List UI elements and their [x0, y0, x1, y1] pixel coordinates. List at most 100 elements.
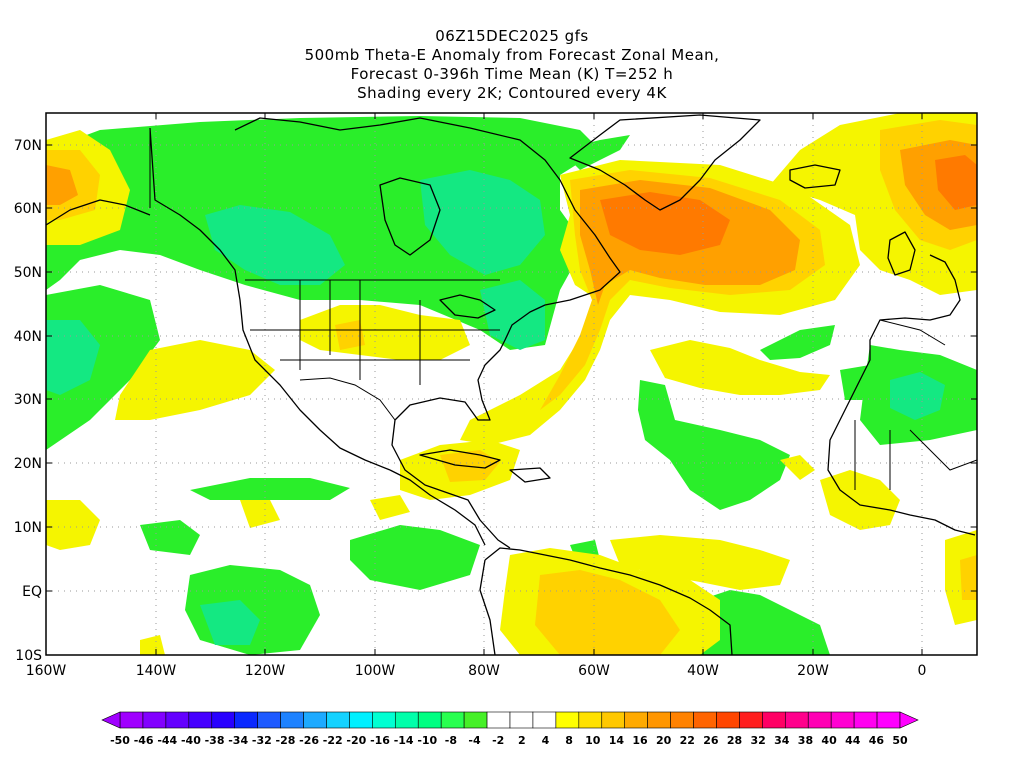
- colorbar-label: -8: [445, 734, 457, 747]
- colorbar-swatch: [440, 711, 465, 729]
- lon-label: 160W: [26, 663, 67, 679]
- colorbar-label: -28: [276, 734, 296, 747]
- lon-label: 120W: [245, 663, 286, 679]
- colorbar-label: -44: [157, 734, 177, 747]
- lat-label: 10S: [15, 648, 42, 664]
- colorbar-swatch: [303, 711, 327, 729]
- colorbar-label: 28: [727, 734, 742, 747]
- colorbar-label: 26: [703, 734, 719, 747]
- colorbar-label: -50: [110, 734, 130, 747]
- colorbar-label: -16: [370, 734, 390, 747]
- colorbar-swatch: [762, 711, 786, 729]
- colorbar-label: 16: [632, 734, 648, 747]
- colorbar: [101, 711, 919, 729]
- colorbar-swatch: [394, 711, 419, 729]
- lat-lon-gridlines: [46, 113, 977, 655]
- colorbar-swatch: [142, 711, 167, 729]
- colorbar-swatch: [234, 711, 258, 729]
- colorbar-label: -14: [394, 734, 414, 747]
- lat-label: 30N: [14, 392, 42, 408]
- colorbar-swatch: [601, 711, 626, 729]
- colorbar-label: -4: [468, 734, 481, 747]
- colorbar-swatch: [257, 711, 281, 729]
- political-borders: [149, 128, 977, 490]
- latitude-axis: 70N 60N 50N 40N 30N 20N 10N EQ 10S: [14, 138, 977, 664]
- lon-label: 60W: [578, 663, 610, 679]
- lon-label: 100W: [355, 663, 396, 679]
- title-line-4: Shading every 2K; Contoured every 4K: [357, 84, 667, 102]
- lat-label: 20N: [14, 456, 42, 472]
- colorbar-swatch: [119, 711, 144, 729]
- colorbar-label: 32: [751, 734, 766, 747]
- colorbar-swatch: [739, 711, 763, 729]
- colorbar-label: 14: [609, 734, 625, 747]
- colorbar-swatch: [555, 711, 580, 729]
- colorbar-swatch: [165, 711, 190, 729]
- colorbar-swatch: [876, 711, 901, 729]
- colorbar-label: -32: [252, 734, 272, 747]
- colorbar-label: 2: [518, 734, 526, 747]
- lat-label: EQ: [22, 584, 42, 600]
- lon-label: 140W: [136, 663, 177, 679]
- colorbar-label: 8: [565, 734, 573, 747]
- colorbar-label: -10: [417, 734, 437, 747]
- colorbar-swatch: [211, 711, 236, 729]
- lon-label: 0: [918, 663, 927, 679]
- lat-label: 60N: [14, 201, 42, 217]
- colorbar-swatch: [716, 711, 740, 729]
- colorbar-swatch: [188, 711, 213, 729]
- colorbar-swatch: [509, 711, 534, 729]
- colorbar-label: 10: [585, 734, 601, 747]
- colorbar-swatch: [693, 711, 717, 729]
- colorbar-label: 34: [774, 734, 790, 747]
- colorbar-label: 4: [542, 734, 550, 747]
- colorbar-label: 38: [798, 734, 813, 747]
- colorbar-label: 22: [680, 734, 695, 747]
- colorbar-swatch: [784, 711, 809, 729]
- coastlines: [46, 114, 976, 655]
- colorbar-label: -40: [181, 734, 201, 747]
- colorbar-max-arrow: [899, 711, 919, 729]
- colorbar-label: -20: [346, 734, 366, 747]
- colorbar-swatch: [349, 711, 373, 729]
- stronger-negative-anomaly-shading: [46, 170, 945, 645]
- colorbar-swatch: [578, 711, 603, 729]
- colorbar-label: 40: [821, 734, 837, 747]
- title-line-1: 06Z15DEC2025 gfs: [435, 27, 589, 45]
- title-line-3: Forecast 0-396h Time Mean (K) T=252 h: [350, 65, 674, 83]
- map-frame: [45, 112, 978, 656]
- colorbar-swatch: [463, 711, 488, 729]
- anomaly-shading: [46, 113, 977, 655]
- colorbar-swatch: [486, 711, 511, 729]
- colorbar-labels: -50 -46 -44 -40 -38 -34 -32 -28 -26 -22 -20 -16 -14-…: [110, 734, 908, 747]
- colorbar-label: 50: [892, 734, 908, 747]
- colorbar-swatch: [624, 711, 648, 729]
- colorbar-min-arrow: [101, 711, 121, 729]
- colorbar-swatch: [326, 711, 350, 729]
- strongest-positive-anomaly-shading: [600, 155, 977, 255]
- colorbar-swatch: [417, 711, 442, 729]
- title-line-2: 500mb Theta-E Anomaly from Forecast Zona…: [304, 46, 720, 64]
- colorbar-label: -46: [134, 734, 154, 747]
- colorbar-swatch: [807, 711, 832, 729]
- colorbar-swatch: [670, 711, 694, 729]
- colorbar-swatch: [532, 711, 557, 729]
- colorbar-label: -38: [205, 734, 225, 747]
- colorbar-label: -26: [299, 734, 319, 747]
- lon-label: 40W: [687, 663, 719, 679]
- colorbar-label: -34: [228, 734, 248, 747]
- colorbar-label: 46: [869, 734, 885, 747]
- colorbar-label: -22: [323, 734, 343, 747]
- colorbar-swatch: [853, 711, 878, 729]
- lon-label: 20W: [797, 663, 829, 679]
- lat-label: 40N: [14, 329, 42, 345]
- lat-label: 50N: [14, 265, 42, 281]
- colorbar-label: 20: [656, 734, 672, 747]
- colorbar-label: 44: [845, 734, 861, 747]
- colorbar-swatch: [280, 711, 304, 729]
- colorbar-swatch: [830, 711, 855, 729]
- lon-label: 80W: [468, 663, 500, 679]
- lat-label: 10N: [14, 520, 42, 536]
- colorbar-swatch: [372, 711, 396, 729]
